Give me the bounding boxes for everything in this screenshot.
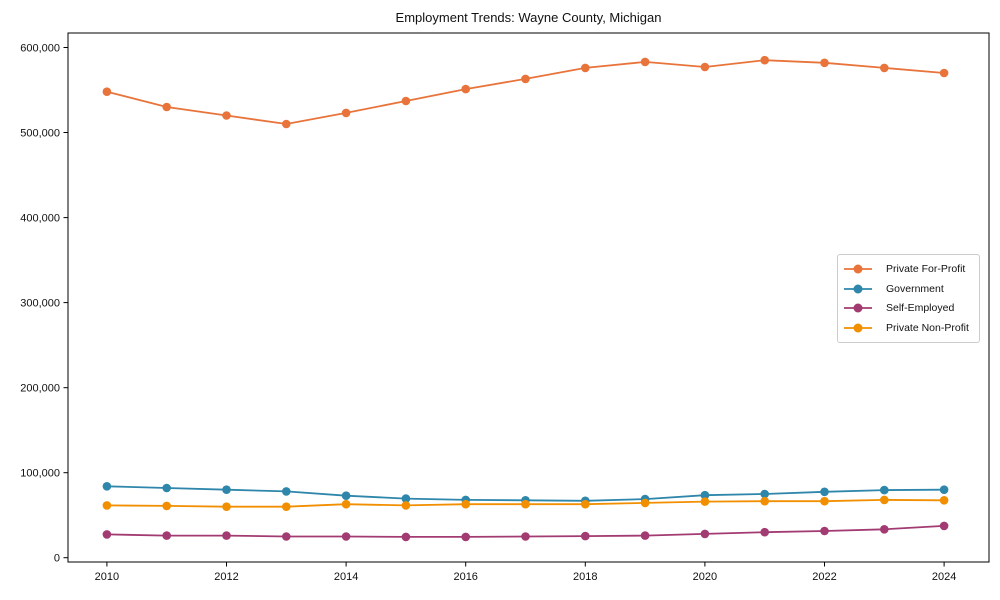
- data-point-self-employed: [282, 532, 291, 541]
- data-point-private-non-profit: [401, 501, 411, 510]
- legend-item-private-non-profit: Private Non-Profit: [843, 322, 975, 334]
- legend-label: Self-Employed: [886, 302, 955, 315]
- data-point-private-non-profit: [222, 502, 231, 512]
- data-point-private-non-profit: [820, 496, 829, 506]
- data-point-government: [222, 485, 231, 495]
- data-point-self-employed: [401, 532, 411, 542]
- data-point-private-for-profit: [102, 87, 112, 96]
- data-point-government: [760, 489, 769, 499]
- data-point-self-employed: [700, 529, 710, 539]
- line-marker-icon: [844, 303, 872, 313]
- line-marker-icon: [844, 323, 872, 333]
- x-tick-label: 2012: [214, 571, 238, 583]
- y-tick-label: 200,000: [20, 383, 60, 395]
- legend-label: Private For-Profit: [886, 262, 966, 275]
- data-point-private-for-profit: [820, 58, 829, 68]
- legend-label: Government: [886, 282, 944, 295]
- data-point-self-employed: [939, 521, 949, 531]
- data-point-government: [282, 487, 291, 496]
- data-point-private-non-profit: [461, 499, 471, 509]
- data-point-government: [401, 494, 411, 503]
- data-point-self-employed: [521, 532, 530, 541]
- data-point-private-for-profit: [401, 96, 411, 106]
- data-point-private-for-profit: [880, 63, 889, 73]
- data-point-self-employed: [341, 532, 351, 541]
- data-point-government: [700, 490, 710, 500]
- data-point-private-for-profit: [282, 119, 291, 129]
- legend-item-private-for-profit: Private For-Profit: [843, 263, 975, 275]
- data-point-private-non-profit: [162, 501, 171, 511]
- data-point-private-for-profit: [939, 68, 949, 78]
- data-point-self-employed: [222, 531, 231, 540]
- plot-border: [67, 32, 990, 563]
- y-tick-label: 400,000: [20, 212, 60, 224]
- x-tick-label: 2022: [812, 571, 836, 583]
- y-tick-label: 0: [54, 553, 60, 565]
- data-point-private-for-profit: [461, 84, 471, 94]
- data-point-government: [341, 491, 351, 501]
- chart-title: Employment Trends: Wayne County, Michiga…: [395, 10, 662, 25]
- data-point-self-employed: [880, 525, 889, 534]
- x-tick-label: 2016: [453, 571, 477, 583]
- data-point-government: [102, 482, 112, 491]
- y-tick-label: 100,000: [20, 468, 60, 480]
- data-point-private-for-profit: [222, 111, 231, 120]
- series-line-private-for-profit: [106, 59, 945, 125]
- data-point-private-non-profit: [880, 495, 889, 505]
- data-point-private-for-profit: [581, 63, 590, 73]
- data-point-private-non-profit: [581, 499, 590, 509]
- y-tick-label: 300,000: [20, 297, 60, 309]
- x-tick-label: 2018: [573, 571, 597, 583]
- data-point-self-employed: [760, 527, 769, 537]
- data-point-self-employed: [461, 532, 471, 542]
- data-point-private-non-profit: [102, 501, 112, 510]
- legend-item-government: Government: [843, 283, 975, 295]
- x-tick-label: 2024: [932, 571, 956, 583]
- data-point-private-non-profit: [700, 497, 710, 506]
- x-tick-label: 2020: [693, 571, 717, 583]
- data-point-private-for-profit: [162, 102, 171, 112]
- data-point-self-employed: [820, 526, 829, 536]
- data-point-self-employed: [162, 531, 171, 540]
- data-point-government: [162, 483, 171, 493]
- data-point-private-for-profit: [341, 108, 351, 118]
- data-point-private-non-profit: [282, 502, 291, 512]
- y-tick-label: 500,000: [20, 127, 60, 139]
- data-point-private-for-profit: [640, 57, 650, 67]
- data-point-private-for-profit: [700, 62, 710, 72]
- data-point-private-non-profit: [939, 496, 949, 505]
- legend-label: Private Non-Profit: [886, 322, 969, 335]
- x-tick-label: 2010: [95, 571, 119, 583]
- data-point-private-for-profit: [760, 55, 769, 65]
- data-point-government: [820, 487, 829, 497]
- legend: Private For-Profit Government Self-Emplo…: [837, 254, 980, 343]
- line-marker-icon: [844, 264, 872, 274]
- data-point-private-for-profit: [521, 74, 530, 84]
- y-tick-label: 600,000: [20, 42, 60, 54]
- data-point-self-employed: [581, 531, 590, 541]
- line-marker-icon: [844, 284, 872, 294]
- data-point-private-non-profit: [760, 496, 769, 506]
- legend-item-self-employed: Self-Employed: [843, 302, 975, 314]
- data-point-private-non-profit: [341, 499, 351, 509]
- data-point-private-non-profit: [640, 498, 650, 508]
- data-point-self-employed: [640, 531, 650, 540]
- data-point-government: [880, 485, 889, 495]
- data-point-private-non-profit: [521, 499, 530, 509]
- data-point-self-employed: [102, 530, 112, 539]
- data-point-government: [939, 485, 949, 495]
- x-tick-label: 2014: [334, 571, 358, 583]
